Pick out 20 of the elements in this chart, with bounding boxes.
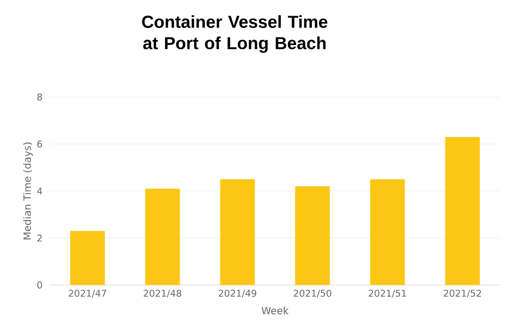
bar bbox=[220, 179, 255, 285]
bar bbox=[445, 136, 480, 285]
x-tick-label: 2021/52 bbox=[444, 290, 481, 298]
y-tick-label: 0 bbox=[37, 281, 42, 289]
y-tick-label: 8 bbox=[37, 93, 42, 101]
bar bbox=[145, 188, 180, 285]
x-tick-label: 2021/47 bbox=[68, 290, 106, 298]
x-axis-title: Week bbox=[262, 306, 289, 314]
y-tick-label: 2 bbox=[37, 234, 42, 242]
chart-title: Container Vessel Time at Port of Long Beach bbox=[142, 15, 328, 53]
x-tick-label: 2021/51 bbox=[368, 290, 406, 298]
x-tick-label: 2021/50 bbox=[294, 290, 332, 298]
bar bbox=[370, 179, 405, 285]
y-tick-label: 6 bbox=[37, 140, 42, 148]
x-tick-label: 2021/49 bbox=[218, 290, 256, 298]
x-tick-label: 2021/48 bbox=[144, 290, 182, 298]
bar bbox=[70, 230, 105, 285]
y-tick-label: 4 bbox=[37, 188, 42, 194]
bar bbox=[295, 186, 330, 285]
y-axis-title: Median Time (days) bbox=[23, 142, 33, 240]
